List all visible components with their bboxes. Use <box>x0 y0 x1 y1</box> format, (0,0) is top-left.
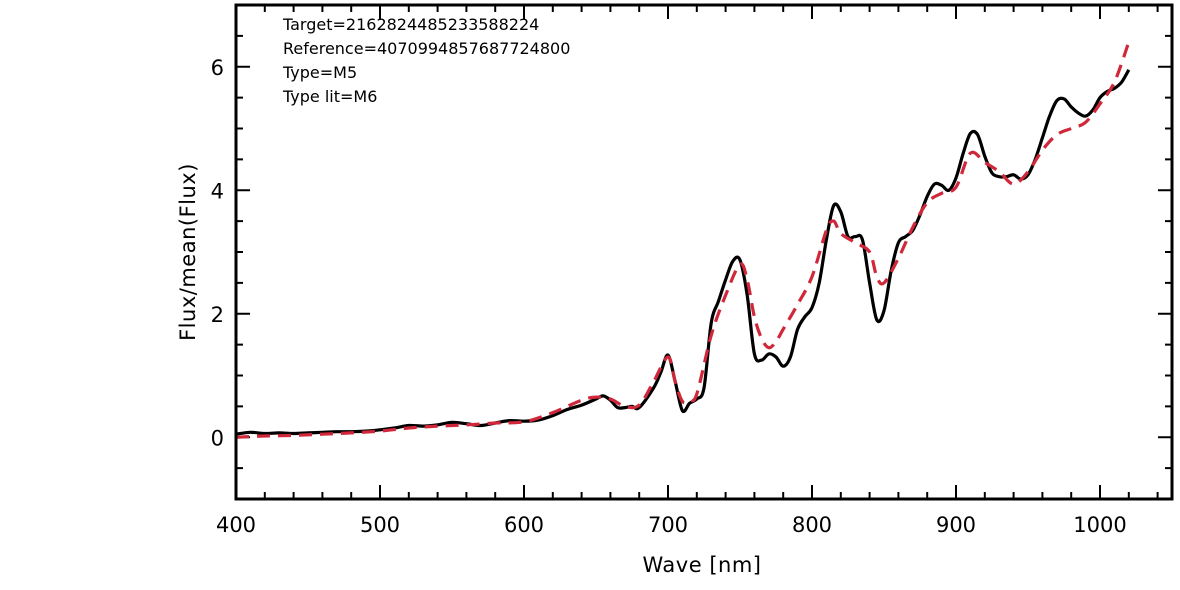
y-tick-label: 0 <box>211 426 224 450</box>
annotations: Target=2162824485233588224 Reference=407… <box>282 15 570 106</box>
y-axis-title: Flux/mean(Flux) <box>176 163 200 341</box>
annotation-target: Target=2162824485233588224 <box>282 15 539 34</box>
y-tick-label: 6 <box>211 56 224 80</box>
plot-frame <box>234 3 1174 501</box>
annotation-type: Type=M5 <box>282 63 357 82</box>
x-tick-label: 600 <box>504 513 544 537</box>
y-tick-label: 2 <box>211 303 224 327</box>
x-tick-label: 800 <box>792 513 832 537</box>
axis-ticks <box>235 4 1172 500</box>
x-tick-label: 700 <box>648 513 688 537</box>
x-axis-title: Wave [nm] <box>643 553 762 577</box>
x-tick-label: 1000 <box>1073 513 1126 537</box>
tick-labels: 400 500 600 700 800 900 1000 0 2 4 6 <box>211 56 1127 537</box>
series-layer <box>235 41 1131 439</box>
annotation-type-lit: Type lit=M6 <box>282 87 377 106</box>
annotation-reference: Reference=4070994857687724800 <box>283 39 570 58</box>
y-tick-label: 4 <box>211 179 224 203</box>
reference-spectrum-line <box>235 41 1131 439</box>
x-tick-label: 900 <box>936 513 976 537</box>
x-tick-label: 500 <box>360 513 400 537</box>
x-tick-label: 400 <box>216 513 256 537</box>
target-spectrum-line <box>235 69 1131 436</box>
